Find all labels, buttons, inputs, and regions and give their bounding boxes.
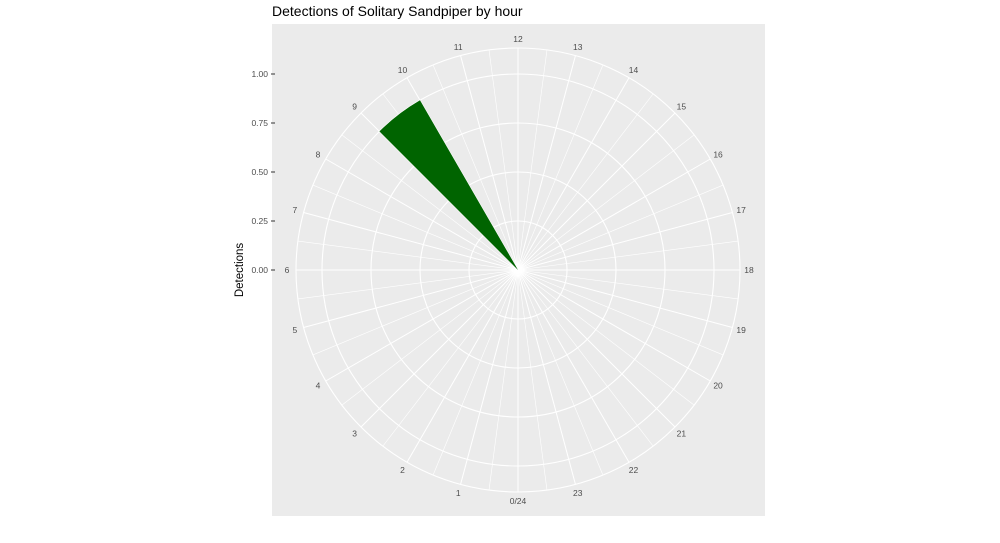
y-tick-label: 0.25: [251, 216, 268, 226]
angular-gridline: [360, 269, 519, 428]
angular-gridline: [517, 77, 630, 271]
hour-label: 18: [744, 265, 754, 275]
angular-gridline: [460, 55, 519, 271]
hour-label: 1: [456, 488, 461, 498]
angular-gridline: [517, 269, 576, 485]
hour-label: 0/24: [510, 496, 527, 506]
angular-gridline: [460, 269, 519, 485]
hour-label: 10: [398, 65, 408, 75]
hour-label: 2: [400, 465, 405, 475]
hour-label: 13: [573, 42, 583, 52]
angular-minor-gridline: [297, 269, 519, 300]
angular-minor-gridline: [517, 93, 654, 271]
angular-gridline: [517, 269, 676, 428]
angular-gridline: [303, 269, 519, 328]
hour-labels: 0/24123456789101112131415161718192021222…: [285, 34, 754, 506]
angular-minor-gridline: [341, 134, 519, 271]
angular-gridline: [406, 269, 519, 463]
angular-minor-gridline: [517, 184, 724, 271]
angular-minor-gridline: [517, 269, 739, 300]
angular-minor-gridline: [517, 269, 724, 356]
hour-label: 8: [316, 150, 321, 160]
angular-minor-gridline: [517, 49, 548, 271]
hour-label: 7: [293, 205, 298, 215]
angular-minor-gridline: [488, 269, 519, 491]
hour-label: 23: [573, 488, 583, 498]
y-axis: 0.00 0.25 0.50 0.75 1.00: [251, 69, 275, 275]
hour-label: 11: [454, 42, 463, 52]
chart-title: Detections of Solitary Sandpiper by hour: [272, 3, 523, 19]
y-tick-label: 0.50: [251, 167, 268, 177]
angular-minor-gridline: [432, 269, 519, 476]
angular-gridline: [325, 158, 519, 271]
hour-label: 4: [316, 381, 321, 391]
hour-label: 21: [677, 428, 687, 438]
angular-minor-gridline: [382, 269, 519, 447]
angular-gridline: [517, 55, 576, 271]
y-tick-label: 0.00: [251, 265, 268, 275]
y-tick-label: 1.00: [251, 69, 268, 79]
y-axis-title: Detections: [234, 243, 246, 298]
angular-gridline: [325, 269, 519, 382]
hour-label: 3: [352, 428, 357, 438]
angular-gridline: [517, 112, 676, 271]
angular-gridline: [517, 158, 711, 271]
angular-minor-gridline: [517, 269, 604, 476]
angular-minor-gridline: [432, 64, 519, 271]
hour-label: 12: [513, 34, 523, 44]
hour-label: 6: [285, 265, 290, 275]
hour-label: 5: [293, 325, 298, 335]
bar-wedge: [379, 100, 518, 270]
angular-minor-gridline: [517, 269, 695, 406]
angular-minor-gridline: [341, 269, 519, 406]
bars: [379, 100, 518, 270]
hour-label: 15: [677, 102, 687, 112]
angular-gridline: [517, 269, 711, 382]
angular-minor-gridline: [517, 134, 695, 271]
angular-minor-gridline: [517, 269, 548, 491]
angular-minor-gridline: [517, 269, 654, 447]
angular-gridline: [517, 212, 733, 271]
angular-minor-gridline: [488, 49, 519, 271]
hour-label: 17: [736, 205, 746, 215]
y-tick-label: 0.75: [251, 118, 268, 128]
grid: [295, 47, 741, 493]
angular-gridline: [517, 269, 630, 463]
hour-label: 19: [736, 325, 746, 335]
hour-label: 20: [713, 381, 723, 391]
hour-label: 16: [713, 150, 723, 160]
angular-gridline: [303, 212, 519, 271]
angular-minor-gridline: [312, 184, 519, 271]
angular-minor-gridline: [297, 240, 519, 271]
angular-minor-gridline: [517, 64, 604, 271]
hour-label: 22: [629, 465, 639, 475]
angular-minor-gridline: [312, 269, 519, 356]
hour-label: 9: [352, 102, 357, 112]
hour-label: 14: [629, 65, 639, 75]
angular-minor-gridline: [517, 240, 739, 271]
angular-gridline: [517, 269, 733, 328]
